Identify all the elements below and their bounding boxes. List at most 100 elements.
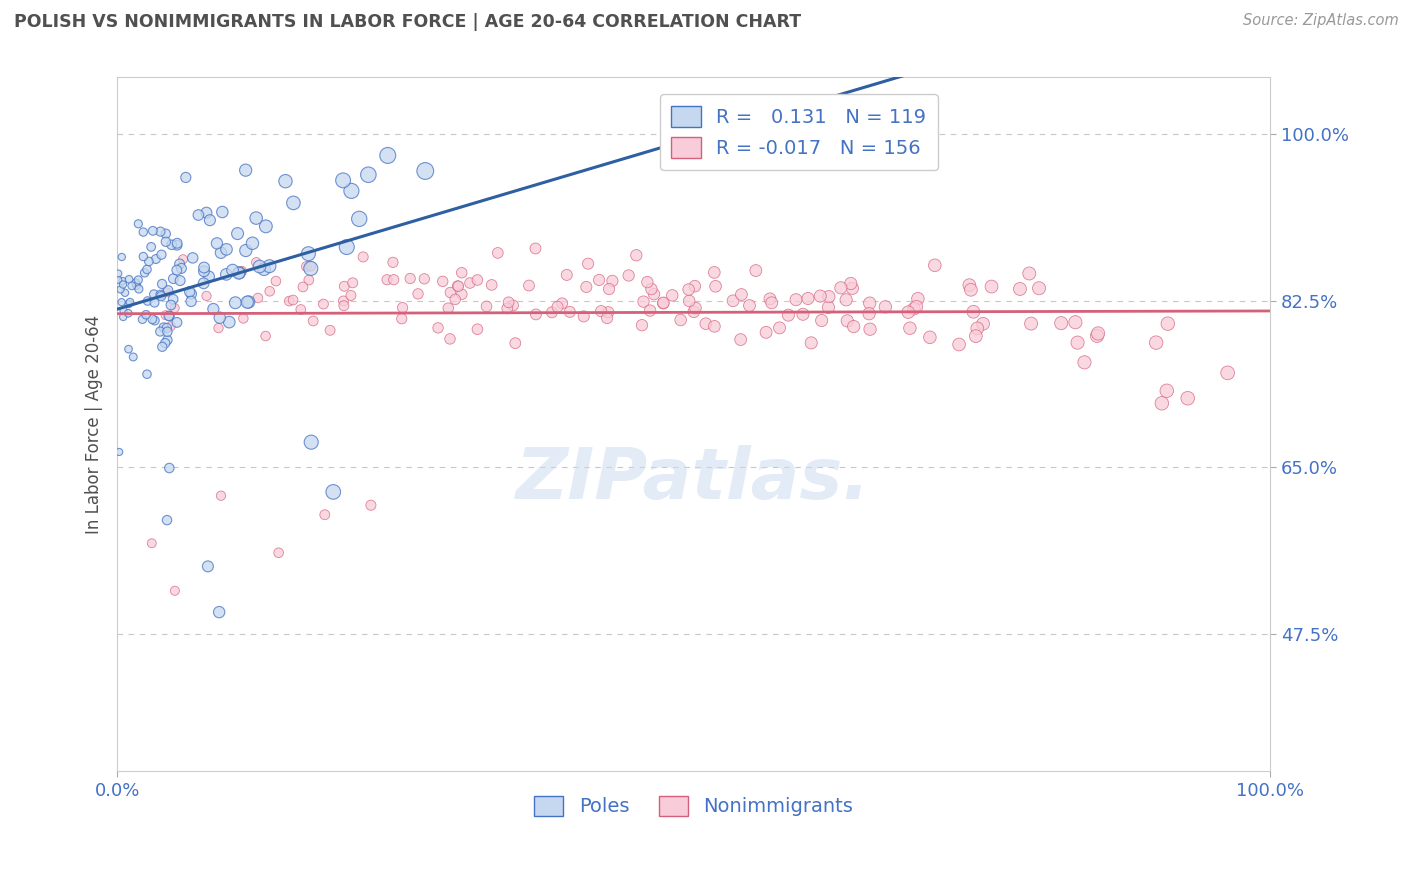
Point (195, 205, 218, 219)
Point (127, 273, 149, 287)
Point (180, 294, 202, 309)
Point (503, 336, 526, 351)
Point (360, 498, 382, 512)
Point (602, 274, 624, 288)
Point (174, 170, 197, 185)
Point (960, 283, 983, 297)
Point (524, 242, 547, 256)
Point (897, 305, 920, 319)
Point (291, 280, 314, 294)
Point (111, 250, 134, 264)
Point (382, 273, 405, 287)
Point (245, 211, 267, 225)
Point (730, 333, 752, 347)
Y-axis label: In Labor Force | Age 20-64: In Labor Force | Age 20-64 (86, 315, 103, 534)
Point (336, 240, 359, 254)
Point (962, 305, 984, 319)
Point (141, 536, 163, 550)
Point (957, 278, 980, 293)
Point (228, 266, 250, 280)
Point (193, 277, 215, 291)
Point (555, 268, 578, 282)
Point (299, 261, 322, 276)
Point (481, 277, 503, 292)
Point (141, 312, 163, 326)
Point (652, 295, 675, 310)
Point (111, 277, 134, 292)
Point (153, 336, 176, 351)
Point (450, 287, 472, 301)
Point (797, 292, 820, 306)
Point (432, 274, 454, 288)
Point (444, 293, 467, 307)
Point (333, 299, 356, 313)
Point (157, 309, 180, 323)
Point (180, 287, 202, 301)
Point (274, 174, 297, 188)
Point (399, 271, 422, 285)
Point (162, 271, 184, 285)
Point (558, 305, 581, 319)
Point (138, 254, 160, 268)
Point (437, 301, 460, 315)
Text: POLISH VS NONIMMIGRANTS IN LABOR FORCE | AGE 20-64 CORRELATION CHART: POLISH VS NONIMMIGRANTS IN LABOR FORCE |… (14, 13, 801, 31)
Point (218, 315, 240, 329)
Point (238, 295, 260, 310)
Point (643, 287, 665, 301)
Point (319, 323, 342, 337)
Point (150, 340, 173, 354)
Point (143, 313, 166, 327)
Point (830, 281, 852, 295)
Point (924, 258, 946, 272)
Point (626, 248, 648, 262)
Point (197, 559, 219, 574)
Point (1085, 328, 1108, 343)
Point (187, 208, 209, 222)
Point (228, 267, 250, 281)
Point (155, 227, 177, 241)
Point (1028, 281, 1050, 295)
Point (295, 260, 318, 274)
Point (125, 278, 148, 293)
Point (278, 294, 301, 309)
Point (159, 309, 181, 323)
Point (149, 325, 172, 339)
Point (808, 289, 831, 303)
Point (110, 283, 132, 297)
Point (290, 302, 312, 317)
Point (703, 319, 725, 334)
Point (907, 292, 929, 306)
Point (155, 235, 177, 249)
Point (117, 306, 139, 320)
Point (322, 484, 344, 499)
Point (141, 240, 163, 254)
Point (232, 311, 254, 326)
Point (208, 310, 231, 325)
Point (143, 295, 166, 310)
Point (406, 286, 429, 301)
Point (170, 261, 193, 276)
Point (377, 148, 399, 162)
Point (259, 285, 281, 299)
Point (249, 260, 271, 274)
Point (333, 279, 356, 293)
Point (152, 320, 174, 334)
Point (598, 305, 620, 319)
Point (236, 295, 259, 310)
Point (166, 238, 188, 252)
Point (835, 293, 858, 307)
Point (1216, 366, 1239, 380)
Point (108, 445, 131, 459)
Point (633, 294, 655, 309)
Point (588, 273, 610, 287)
Point (245, 255, 267, 269)
Point (859, 296, 882, 310)
Point (918, 330, 941, 344)
Point (858, 307, 880, 321)
Point (678, 283, 700, 297)
Point (131, 312, 153, 326)
Point (172, 252, 194, 267)
Point (117, 342, 139, 356)
Point (157, 461, 180, 475)
Point (246, 291, 269, 305)
